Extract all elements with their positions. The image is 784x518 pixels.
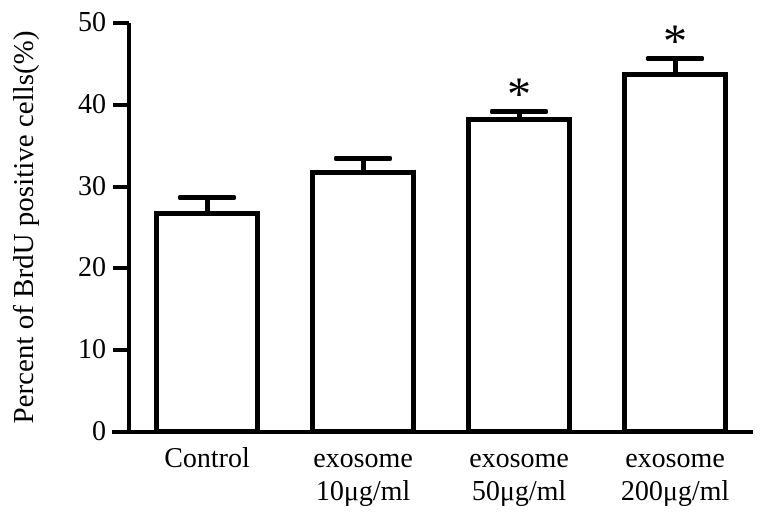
x-category-label: exosome 10μg/ml xyxy=(278,442,448,508)
x-category-label-line: 10μg/ml xyxy=(315,476,411,507)
y-tick-label: 20 xyxy=(78,252,106,284)
significance-asterisk: * xyxy=(507,68,531,122)
x-category-label: exosome 200μg/ml xyxy=(590,442,760,508)
y-tick-label: 10 xyxy=(78,334,106,366)
y-tick xyxy=(113,266,129,271)
x-category-label: Control xyxy=(122,442,292,475)
x-category-label-line: 200μg/ml xyxy=(620,476,730,507)
x-category-label-line: exosome xyxy=(469,443,569,474)
bar xyxy=(466,117,572,434)
error-bar-cap xyxy=(490,109,548,115)
bar xyxy=(310,170,416,434)
error-bar-stem xyxy=(360,157,366,171)
error-bar-cap xyxy=(646,56,704,62)
error-bar-cap xyxy=(334,155,392,161)
y-tick-label: 0 xyxy=(92,416,106,447)
x-category-label-line: exosome xyxy=(625,443,725,474)
error-bar-cap xyxy=(178,195,236,201)
y-axis-line xyxy=(127,23,131,434)
y-tick xyxy=(113,102,129,107)
x-category-label: exosome 50μg/ml xyxy=(434,442,604,508)
x-category-label-line: Control xyxy=(164,443,250,474)
bar xyxy=(154,211,260,434)
y-tick xyxy=(113,184,129,189)
y-tick-label: 40 xyxy=(78,88,106,120)
y-tick-label: 30 xyxy=(78,170,106,202)
error-bar-stem xyxy=(204,197,210,212)
x-axis-line xyxy=(112,430,753,434)
error-bar-stem xyxy=(516,111,522,118)
x-category-label-line: 50μg/ml xyxy=(471,476,567,507)
y-tick-label: 50 xyxy=(78,7,106,38)
y-tick xyxy=(113,348,129,353)
error-bar-stem xyxy=(672,58,678,73)
bar xyxy=(622,72,728,434)
significance-asterisk: * xyxy=(663,15,687,69)
y-tick xyxy=(113,21,129,25)
x-category-label-line: exosome xyxy=(313,443,413,474)
